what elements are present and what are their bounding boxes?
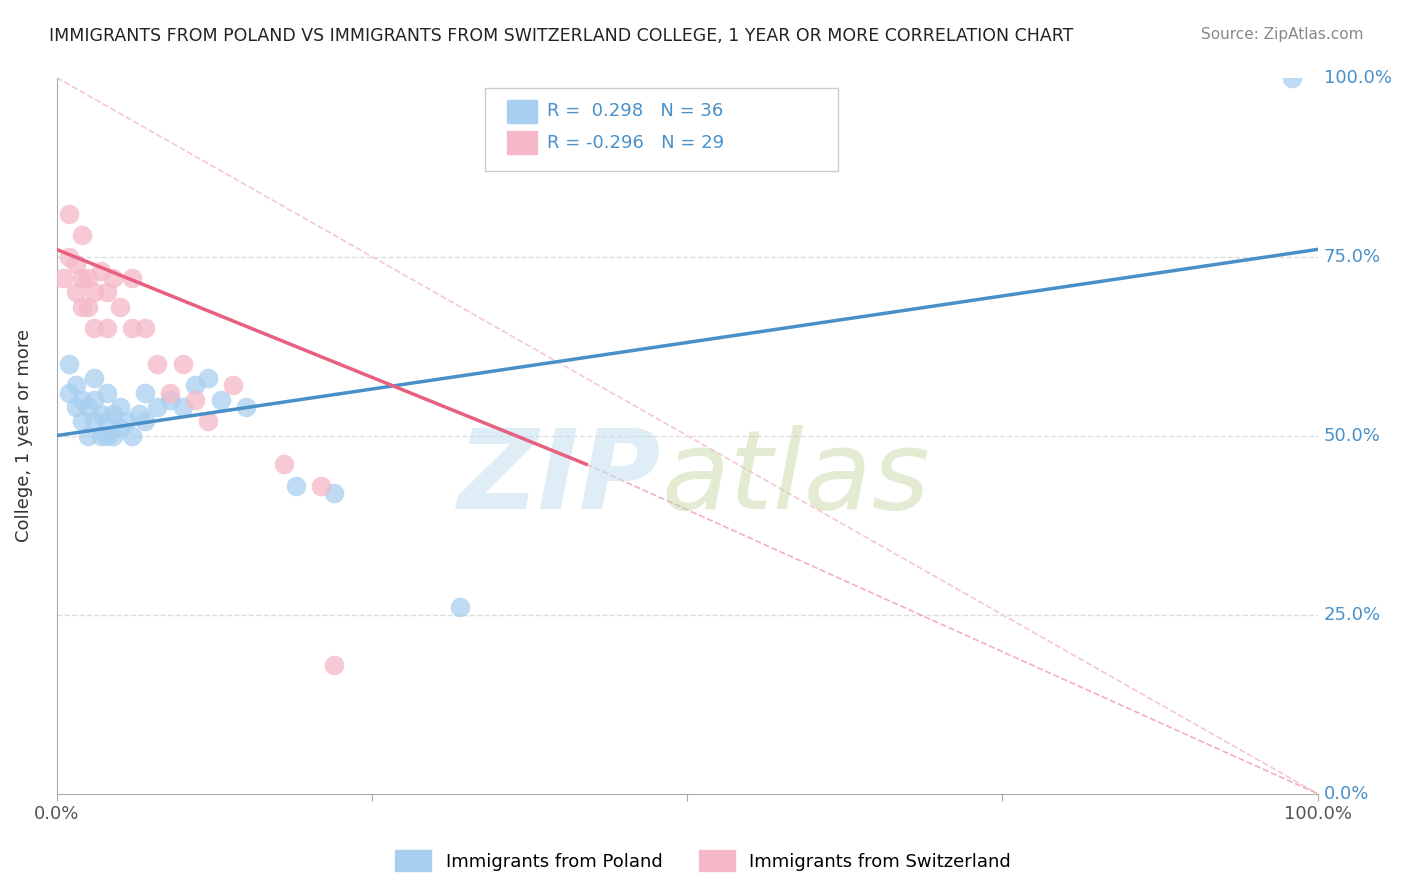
Point: [90, 428, 112, 442]
Point: [52, 271, 75, 285]
Point: [449, 600, 471, 615]
Point: [96, 321, 118, 335]
Point: [121, 271, 143, 285]
Point: [159, 385, 181, 400]
Text: IMMIGRANTS FROM POLAND VS IMMIGRANTS FROM SWITZERLAND COLLEGE, 1 YEAR OR MORE CO: IMMIGRANTS FROM POLAND VS IMMIGRANTS FRO…: [49, 27, 1074, 45]
Bar: [506, 100, 537, 122]
Point: [70, 414, 93, 428]
Point: [172, 400, 194, 414]
Point: [103, 407, 125, 421]
Point: [121, 321, 143, 335]
Point: [134, 385, 156, 400]
Text: atlas: atlas: [662, 425, 931, 532]
Point: [58, 206, 80, 220]
Point: [121, 428, 143, 442]
Point: [103, 271, 125, 285]
Point: [83, 414, 105, 428]
Point: [103, 428, 125, 442]
Point: [273, 457, 295, 471]
Text: ZIP: ZIP: [458, 425, 662, 532]
Text: R = -0.296   N = 29: R = -0.296 N = 29: [547, 134, 724, 152]
Point: [77, 428, 100, 442]
Y-axis label: College, 1 year or more: College, 1 year or more: [15, 329, 32, 542]
Point: [184, 378, 207, 392]
Point: [83, 371, 105, 385]
Point: [222, 378, 245, 392]
Point: [146, 357, 169, 371]
Point: [134, 414, 156, 428]
Point: [235, 400, 257, 414]
Bar: [506, 131, 537, 154]
Point: [65, 257, 87, 271]
Point: [65, 285, 87, 300]
Point: [58, 357, 80, 371]
Point: [83, 285, 105, 300]
Point: [108, 400, 131, 414]
Point: [134, 321, 156, 335]
Point: [77, 300, 100, 314]
Text: 25.0%: 25.0%: [1324, 606, 1381, 624]
Point: [108, 300, 131, 314]
FancyBboxPatch shape: [485, 88, 838, 170]
Text: Source: ZipAtlas.com: Source: ZipAtlas.com: [1201, 27, 1364, 42]
Point: [70, 392, 93, 407]
Point: [184, 392, 207, 407]
Point: [115, 414, 138, 428]
Text: 0.0%: 0.0%: [1324, 785, 1369, 803]
Point: [70, 228, 93, 243]
Point: [96, 428, 118, 442]
Point: [159, 392, 181, 407]
Point: [108, 421, 131, 435]
Point: [128, 407, 150, 421]
Point: [1281, 70, 1303, 85]
Point: [323, 486, 346, 500]
Point: [65, 378, 87, 392]
Point: [146, 400, 169, 414]
Text: 75.0%: 75.0%: [1324, 248, 1381, 266]
Text: 100.0%: 100.0%: [1324, 69, 1392, 87]
Legend: Immigrants from Poland, Immigrants from Switzerland: Immigrants from Poland, Immigrants from …: [388, 843, 1018, 879]
Point: [83, 321, 105, 335]
Point: [58, 385, 80, 400]
Point: [96, 414, 118, 428]
Point: [83, 392, 105, 407]
Point: [70, 271, 93, 285]
Point: [70, 300, 93, 314]
Point: [197, 414, 219, 428]
Text: 50.0%: 50.0%: [1324, 426, 1381, 444]
Point: [285, 479, 308, 493]
Point: [172, 357, 194, 371]
Point: [197, 371, 219, 385]
Point: [77, 400, 100, 414]
Point: [90, 264, 112, 278]
Point: [77, 271, 100, 285]
Point: [96, 385, 118, 400]
Point: [65, 400, 87, 414]
Point: [323, 657, 346, 672]
Point: [209, 392, 232, 407]
Text: R =  0.298   N = 36: R = 0.298 N = 36: [547, 103, 723, 120]
Point: [96, 285, 118, 300]
Point: [90, 407, 112, 421]
Point: [58, 250, 80, 264]
Point: [311, 479, 333, 493]
